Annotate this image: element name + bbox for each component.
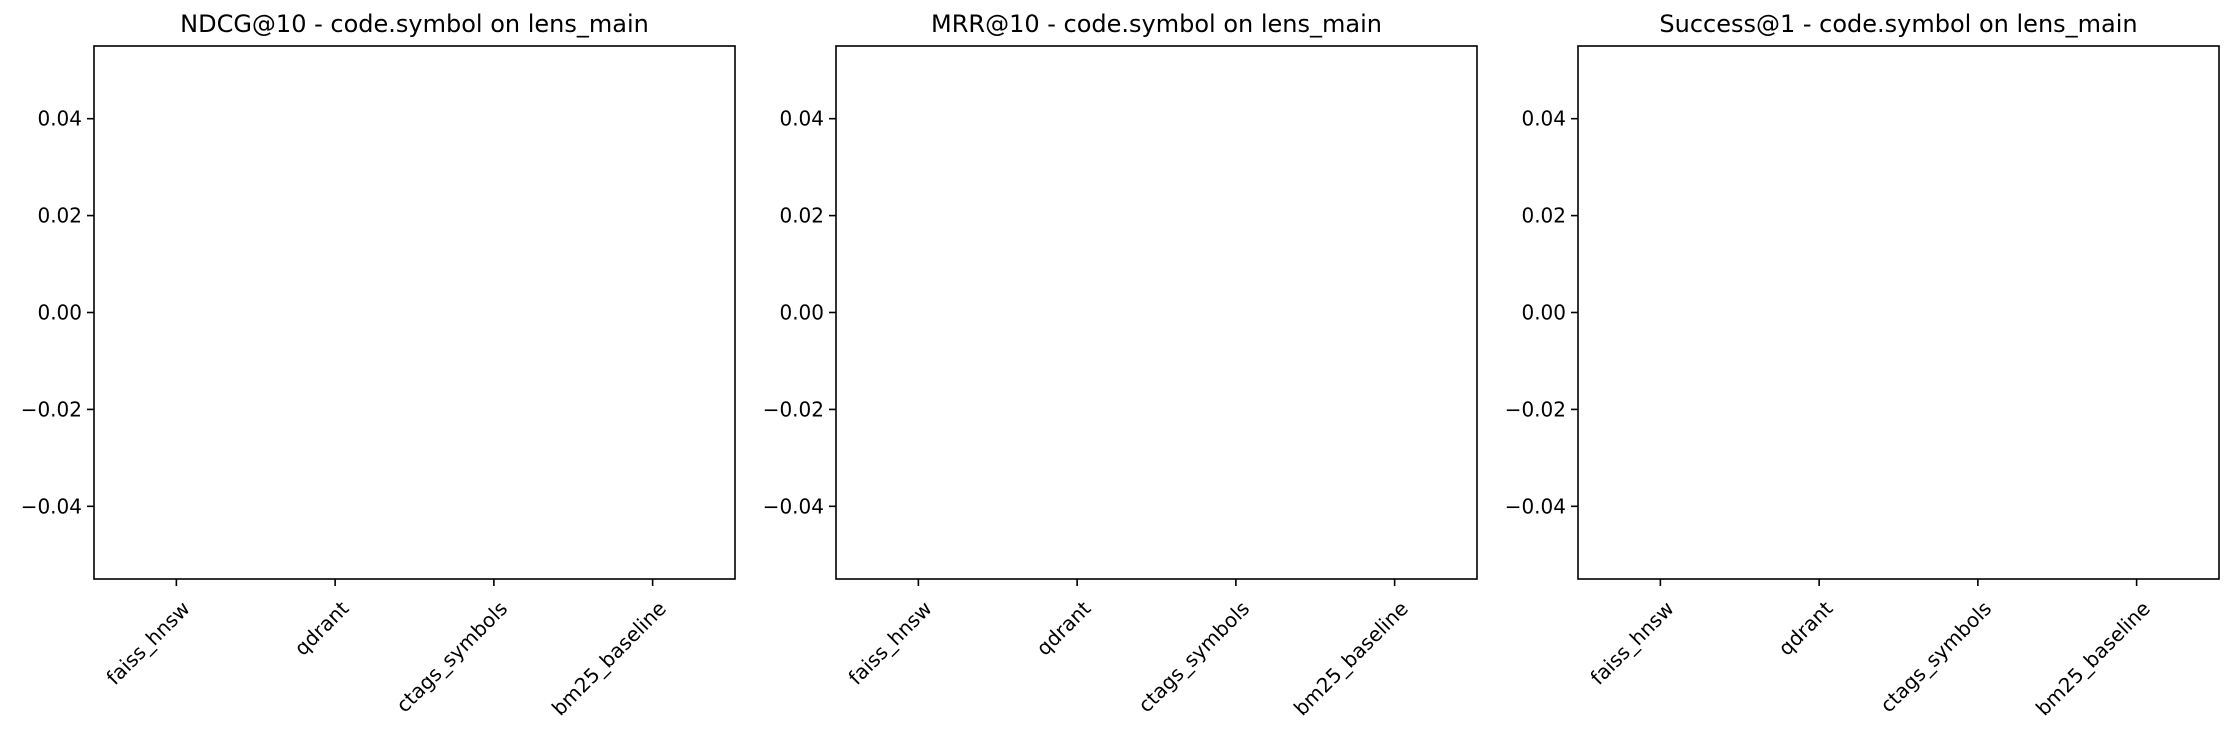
x-tick-label: faiss_hnsw	[843, 596, 936, 689]
axes-frame	[1577, 45, 2220, 580]
y-tick-label: 0.02	[1521, 204, 1566, 228]
x-tick-label: faiss_hnsw	[101, 596, 194, 689]
y-tick-label: 0.00	[1521, 301, 1566, 325]
x-tick-label: qdrant	[1031, 596, 1095, 660]
chart-title: Success@1 - code.symbol on lens_main	[1659, 10, 2137, 38]
chart-title: NDCG@10 - code.symbol on lens_main	[180, 10, 649, 38]
x-tick-label: bm25_baseline	[1289, 596, 1413, 720]
axes-frame	[93, 45, 736, 580]
y-tick-label: 0.00	[37, 301, 82, 325]
chart-panel-2: MRR@10 - code.symbol on lens_main 0.04 0.0…	[763, 10, 1478, 720]
y-tick-label: 0.04	[1521, 107, 1566, 131]
y-tick-label: −0.04	[21, 494, 82, 518]
chart-panel-3: Success@1 - code.symbol on lens_main 0.04…	[1505, 10, 2220, 720]
y-tick-label: −0.02	[1505, 397, 1566, 421]
x-tick-label: qdrant	[289, 596, 353, 660]
y-tick-label: 0.02	[779, 204, 824, 228]
axes-frame	[835, 45, 1478, 580]
chart-panel-1: NDCG@10 - code.symbol on lens_main 0.04 0.…	[21, 10, 736, 720]
y-tick-label: 0.04	[779, 107, 824, 131]
x-tick-label: bm25_baseline	[2031, 596, 2155, 720]
y-tick-label: 0.00	[779, 301, 824, 325]
x-tick-label: bm25_baseline	[547, 596, 671, 720]
chart-title: MRR@10 - code.symbol on lens_main	[931, 10, 1382, 38]
y-tick-label: 0.02	[37, 204, 82, 228]
x-tick-label: ctags_symbols	[1133, 596, 1254, 717]
x-tick-label: ctags_symbols	[391, 596, 512, 717]
x-tick-label: faiss_hnsw	[1585, 596, 1678, 689]
y-tick-label: −0.02	[21, 397, 82, 421]
x-tick-label: ctags_symbols	[1875, 596, 1996, 717]
y-tick-label: 0.04	[37, 107, 82, 131]
y-tick-label: −0.02	[763, 397, 824, 421]
y-tick-label: −0.04	[763, 494, 824, 518]
x-tick-label: qdrant	[1773, 596, 1837, 660]
y-tick-label: −0.04	[1505, 494, 1566, 518]
